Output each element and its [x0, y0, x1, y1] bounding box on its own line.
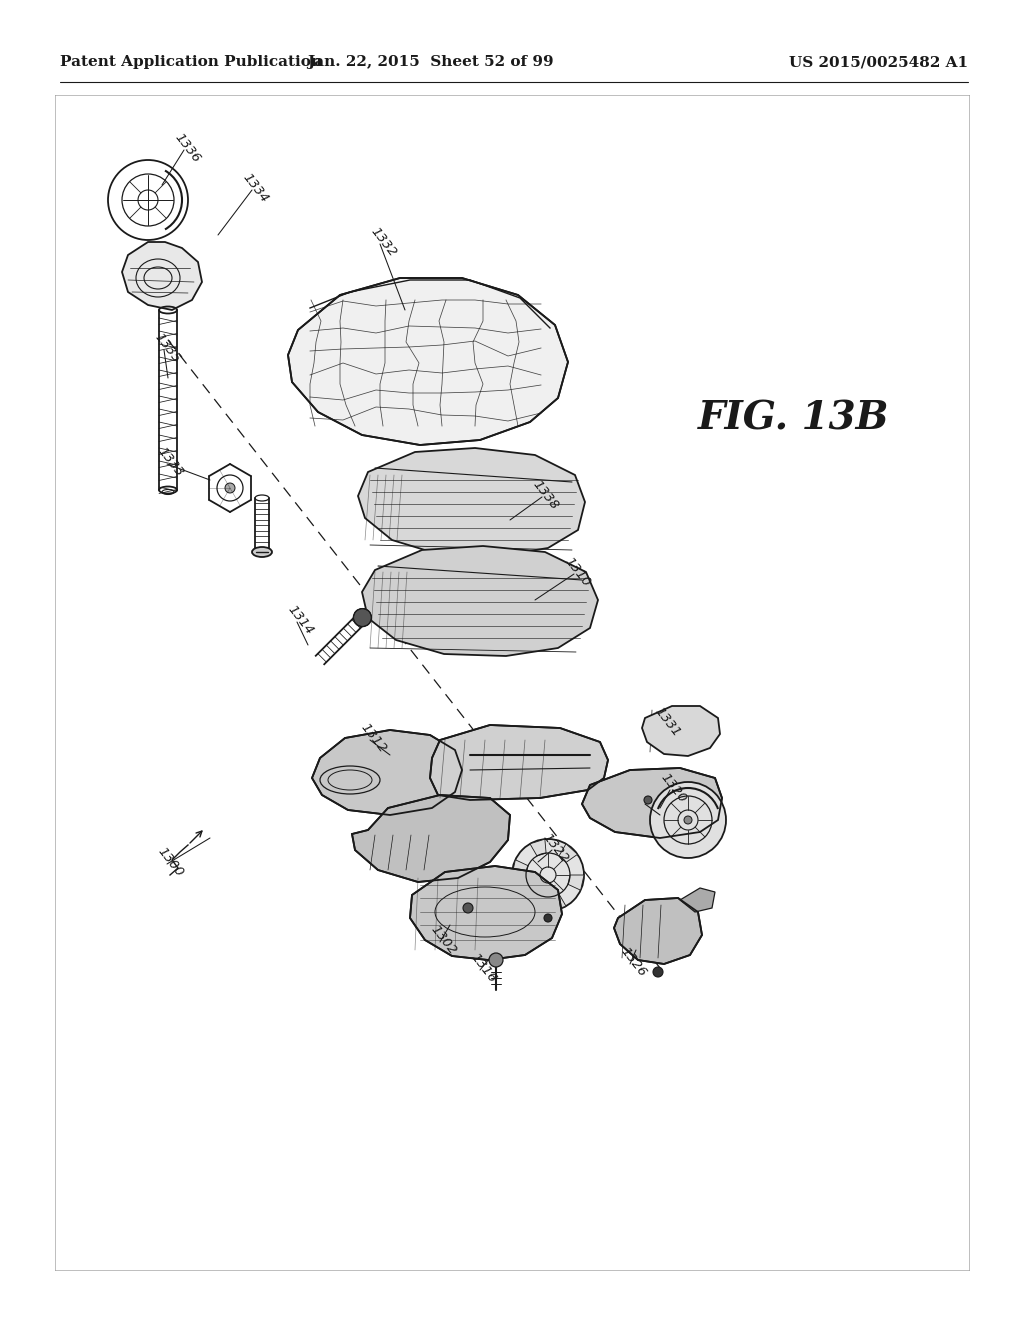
Text: 1300: 1300: [155, 845, 186, 879]
Text: 1333: 1333: [155, 445, 186, 479]
Text: Jan. 22, 2015  Sheet 52 of 99: Jan. 22, 2015 Sheet 52 of 99: [306, 55, 553, 69]
Text: US 2015/0025482 A1: US 2015/0025482 A1: [788, 55, 968, 69]
Polygon shape: [362, 546, 598, 656]
Text: 1312: 1312: [358, 721, 389, 755]
Circle shape: [650, 781, 726, 858]
Text: Patent Application Publication: Patent Application Publication: [60, 55, 322, 69]
Polygon shape: [642, 706, 720, 756]
Text: 1332: 1332: [368, 224, 399, 259]
Polygon shape: [559, 843, 578, 862]
Text: 1302: 1302: [428, 923, 459, 957]
Circle shape: [353, 609, 372, 627]
Circle shape: [225, 483, 234, 492]
Polygon shape: [614, 898, 702, 964]
Text: 1336: 1336: [172, 131, 203, 165]
Text: 1310: 1310: [562, 554, 593, 589]
Text: FIG. 13B: FIG. 13B: [698, 399, 890, 437]
Polygon shape: [568, 875, 584, 890]
Polygon shape: [430, 725, 608, 800]
Polygon shape: [512, 859, 528, 875]
Text: 1322: 1322: [540, 830, 570, 865]
Polygon shape: [288, 279, 568, 445]
Circle shape: [544, 913, 552, 921]
Circle shape: [684, 816, 692, 824]
Text: 1338: 1338: [530, 478, 561, 512]
Circle shape: [463, 903, 473, 913]
Text: 1326: 1326: [618, 945, 649, 979]
Polygon shape: [352, 795, 510, 882]
Ellipse shape: [252, 546, 272, 557]
Circle shape: [489, 953, 503, 968]
Circle shape: [512, 840, 584, 911]
Circle shape: [644, 796, 652, 804]
Polygon shape: [358, 447, 585, 556]
Text: 1320: 1320: [658, 771, 689, 805]
Polygon shape: [582, 768, 722, 838]
Polygon shape: [122, 242, 202, 310]
Polygon shape: [410, 866, 562, 960]
Polygon shape: [680, 888, 715, 912]
Polygon shape: [530, 840, 546, 855]
Circle shape: [653, 968, 663, 977]
Polygon shape: [550, 894, 566, 911]
Text: 1334: 1334: [240, 170, 271, 205]
Polygon shape: [518, 887, 537, 906]
Text: 1331: 1331: [652, 705, 683, 739]
Text: 1314: 1314: [285, 603, 315, 638]
Text: 1335: 1335: [152, 331, 183, 366]
Polygon shape: [312, 730, 462, 814]
Text: 1316: 1316: [468, 950, 499, 985]
